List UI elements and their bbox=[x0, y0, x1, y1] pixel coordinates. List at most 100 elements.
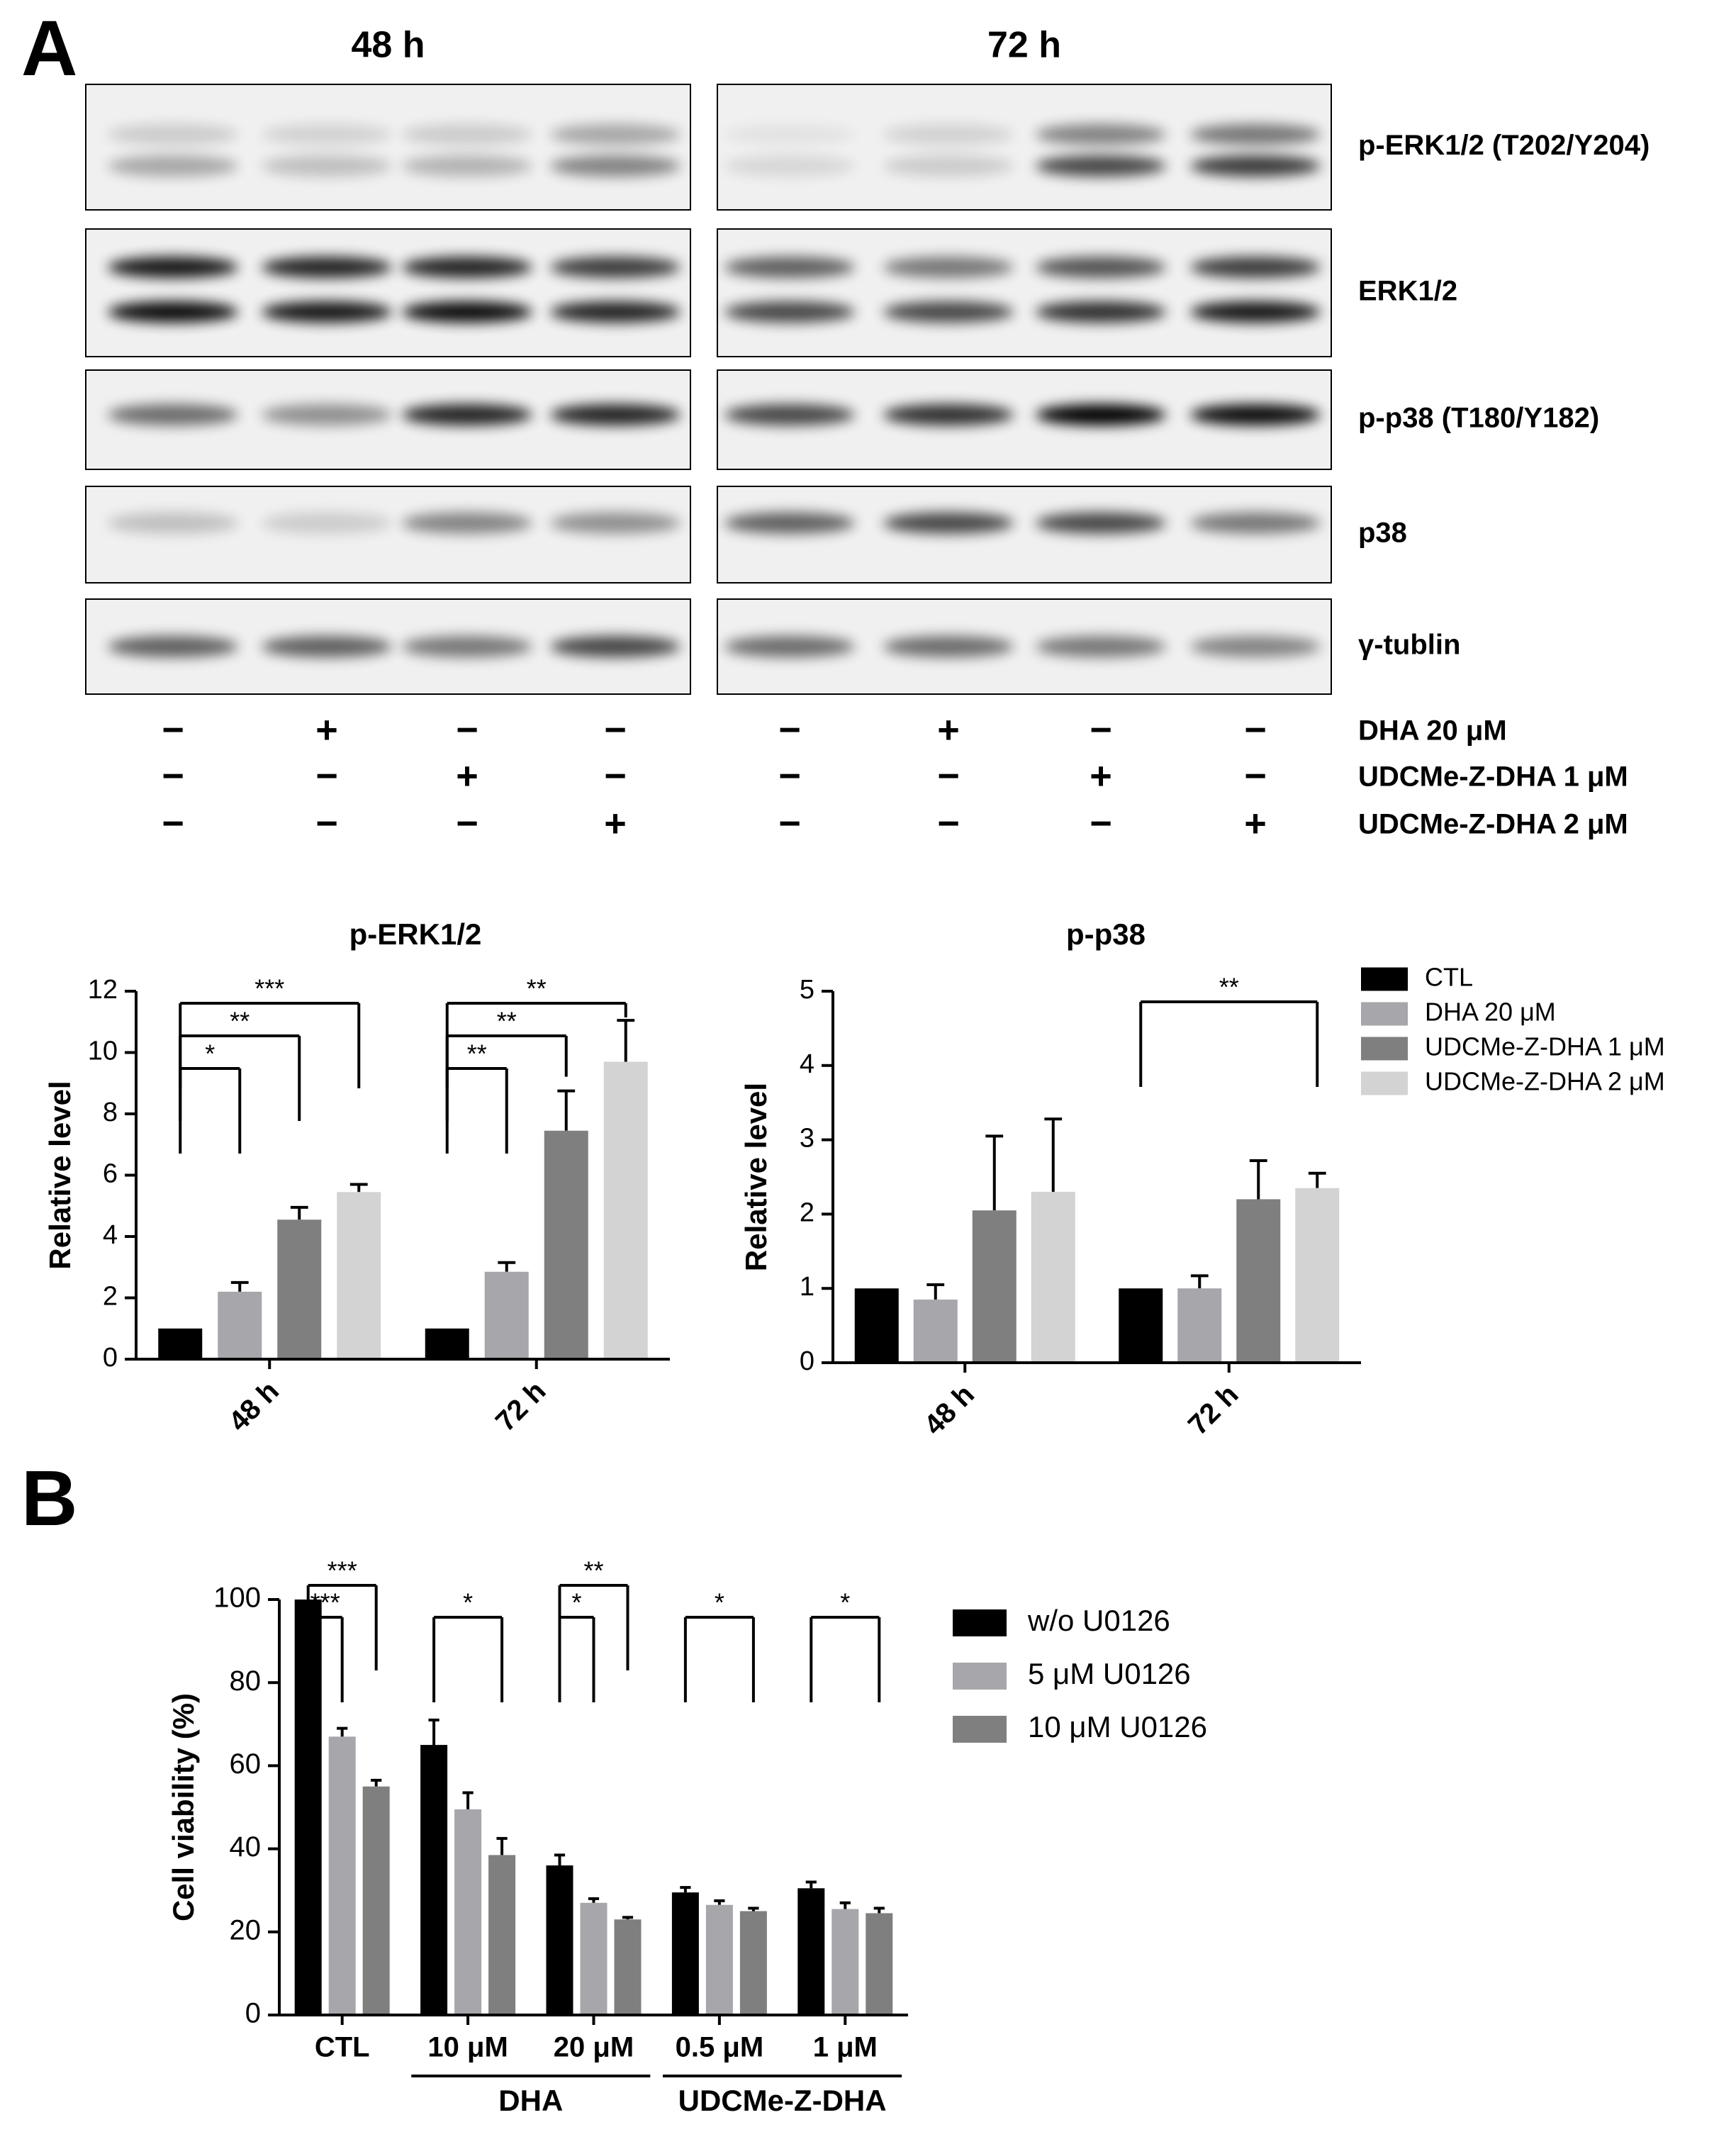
y-tick-label: 8 bbox=[103, 1098, 118, 1127]
bar bbox=[362, 1786, 390, 2015]
blot-band bbox=[550, 123, 681, 145]
x-tick-label: 0.5 μM bbox=[676, 2032, 764, 2063]
blot-band bbox=[108, 636, 238, 657]
error-bar bbox=[805, 1880, 817, 1889]
significance-bracket bbox=[306, 1616, 344, 1702]
error-bar bbox=[1190, 1274, 1209, 1289]
error-bar bbox=[873, 1907, 885, 1914]
bar bbox=[972, 1210, 1017, 1363]
error-bar bbox=[496, 1836, 508, 1855]
bar bbox=[603, 1061, 648, 1359]
y-tick-label: 4 bbox=[103, 1220, 118, 1250]
treatment-sign: + bbox=[1090, 754, 1112, 797]
y-tick-label: 0 bbox=[103, 1343, 118, 1373]
y-tick-label: 10 bbox=[88, 1037, 118, 1066]
blot-band bbox=[550, 636, 681, 657]
error-bar bbox=[1044, 1117, 1063, 1192]
chart-title: p-ERK1/2 bbox=[349, 917, 482, 951]
significance-bracket bbox=[306, 1584, 378, 1670]
blot-band bbox=[402, 404, 532, 425]
bar bbox=[484, 1271, 529, 1359]
legend-label: UDCMe-Z-DHA 2 μM bbox=[1425, 1067, 1665, 1096]
treatment-sign: − bbox=[604, 754, 627, 797]
y-axis-label: Cell viability (%) bbox=[167, 1693, 200, 1921]
blot-panel bbox=[85, 486, 691, 584]
y-tick-label: 100 bbox=[213, 1583, 261, 1614]
significance-label: ** bbox=[583, 1556, 603, 1585]
bar bbox=[218, 1291, 262, 1359]
error-bar bbox=[1308, 1171, 1326, 1188]
significance-bracket bbox=[445, 1067, 508, 1154]
blot-band bbox=[402, 301, 532, 323]
blot-band bbox=[108, 404, 238, 425]
bar bbox=[913, 1299, 958, 1363]
error-bar bbox=[617, 1019, 635, 1062]
blot-band bbox=[550, 404, 681, 425]
bar bbox=[831, 1909, 859, 2015]
protein-label: γ-tublin bbox=[1358, 630, 1460, 661]
significance-label: ** bbox=[467, 1039, 487, 1068]
legend-label: 5 μM U0126 bbox=[1028, 1657, 1191, 1690]
x-tick-label: 48 h bbox=[918, 1379, 980, 1441]
significance-bracket bbox=[432, 1616, 504, 1702]
treatment-label: UDCMe-Z-DHA 1 μM bbox=[1358, 761, 1628, 793]
treatment-label: DHA 20 μM bbox=[1358, 715, 1507, 747]
protein-label: ERK1/2 bbox=[1358, 276, 1457, 307]
x-tick-label: 72 h bbox=[490, 1375, 552, 1438]
x-tick-label: 10 μM bbox=[427, 2032, 508, 2063]
error-bar bbox=[349, 1183, 368, 1193]
blot-band bbox=[1190, 155, 1321, 177]
significance-label: ** bbox=[497, 1007, 517, 1036]
bar bbox=[854, 1288, 899, 1363]
treatment-sign: − bbox=[778, 802, 801, 844]
significance-label: *** bbox=[310, 1588, 340, 1617]
blot-band bbox=[883, 123, 1014, 145]
treatment-sign: − bbox=[1090, 802, 1112, 844]
blot-band bbox=[108, 257, 238, 278]
treatment-sign: − bbox=[456, 708, 478, 751]
significance-bracket bbox=[1139, 1000, 1319, 1087]
y-tick-label: 0 bbox=[245, 1998, 261, 2029]
x-tick-label: CTL bbox=[315, 2032, 370, 2063]
x-tick-label: 20 μM bbox=[554, 2032, 634, 2063]
legend-swatch bbox=[1361, 967, 1408, 991]
treatment-sign: + bbox=[315, 708, 338, 751]
y-tick-label: 0 bbox=[800, 1346, 814, 1376]
significance-bracket bbox=[445, 1002, 627, 1088]
legend-swatch bbox=[1361, 1071, 1408, 1095]
bar bbox=[739, 1911, 767, 2015]
significance-bracket bbox=[558, 1616, 595, 1702]
blot-band bbox=[1036, 155, 1166, 177]
x-tick-label: 48 h bbox=[223, 1375, 285, 1438]
y-tick-label: 80 bbox=[230, 1665, 262, 1697]
treatment-sign: − bbox=[162, 708, 184, 751]
blot-band bbox=[262, 404, 392, 425]
legend-label: CTL bbox=[1425, 963, 1473, 992]
blot-panel bbox=[85, 228, 691, 357]
blot-band bbox=[108, 155, 238, 177]
blot-band bbox=[550, 301, 681, 323]
blot-band bbox=[724, 301, 855, 323]
blot-band bbox=[1036, 123, 1166, 145]
legend-label: UDCMe-Z-DHA 1 μM bbox=[1425, 1032, 1665, 1061]
blot-band bbox=[724, 155, 855, 177]
blot-band bbox=[1036, 512, 1166, 534]
treatment-sign: + bbox=[604, 802, 627, 844]
blot-band bbox=[262, 512, 392, 534]
y-tick-label: 3 bbox=[800, 1124, 814, 1154]
y-axis-label: Relative level bbox=[739, 1083, 773, 1271]
y-tick-label: 2 bbox=[103, 1282, 118, 1312]
blot-band bbox=[724, 257, 855, 278]
blot-band bbox=[550, 512, 681, 534]
bar bbox=[1177, 1288, 1222, 1363]
blot-band bbox=[883, 636, 1014, 657]
legend-swatch bbox=[953, 1663, 1007, 1690]
blot-band bbox=[883, 155, 1014, 177]
bar bbox=[1295, 1188, 1340, 1363]
error-bar bbox=[462, 1791, 474, 1809]
error-bar bbox=[714, 1899, 725, 1905]
blot-band bbox=[402, 155, 532, 177]
error-bar bbox=[554, 1853, 566, 1866]
blot-band bbox=[724, 636, 855, 657]
